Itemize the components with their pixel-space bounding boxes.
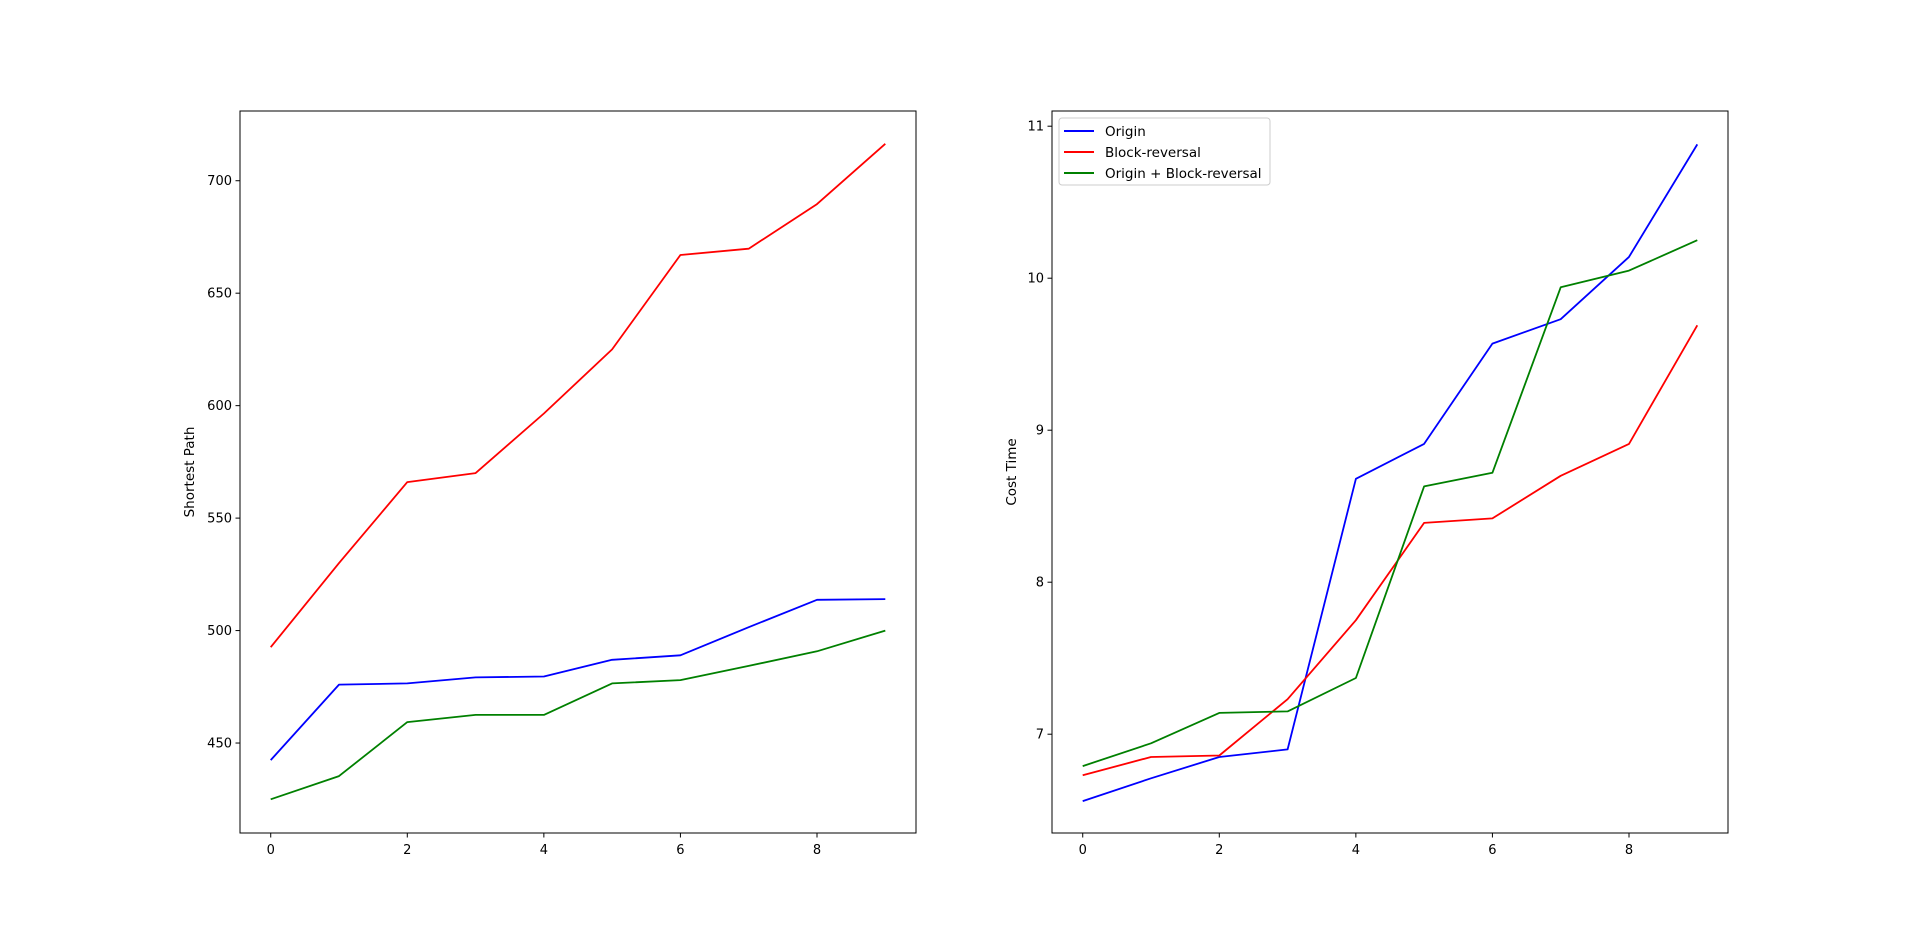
- series-line-origin: [1082, 143, 1699, 802]
- y-tick-label: 500: [207, 624, 232, 639]
- x-tick-label: 2: [1215, 843, 1223, 858]
- legend: Origin Block-reversal Origin + Block-rever…: [1058, 117, 1271, 186]
- y-tick-label: 9: [1036, 424, 1044, 439]
- axes-frame: [1051, 110, 1729, 834]
- series-line-origin-block-reversal: [1082, 239, 1698, 767]
- legend-entry: Origin + Block-reversal: [1105, 166, 1262, 182]
- x-tick-label: 8: [813, 843, 821, 858]
- y-axis-label: Cost Time: [1004, 438, 1020, 505]
- y-tick-label: 450: [207, 737, 232, 752]
- y-tick-label: 600: [207, 399, 232, 414]
- y-axis-label: Shortest Path: [182, 427, 198, 518]
- y-tick-label: 650: [207, 287, 232, 302]
- chart-2: 0 2 4 6 8 7 8 9 10 11 Cost Time Origin Block-reversa…: [1004, 110, 1729, 858]
- y-tick-label: 11: [1027, 120, 1044, 135]
- series-line-block-reversal: [1082, 324, 1699, 777]
- x-tick-label: 4: [1352, 843, 1360, 858]
- x-tick-label: 6: [676, 843, 684, 858]
- x-tick-label: 4: [540, 843, 548, 858]
- x-tick-label: 8: [1625, 843, 1633, 858]
- x-tick-label: 0: [267, 843, 275, 858]
- chart-1: 0 2 4 6 8 450 500 550 600 650 700 Shortest Path: [182, 110, 917, 858]
- y-tick-label: 7: [1036, 728, 1044, 743]
- legend-frame: [1058, 117, 1271, 186]
- y-tick-label: 10: [1027, 272, 1044, 287]
- series-line-origin-block-reversal: [270, 629, 886, 801]
- x-tick-label: 2: [403, 843, 411, 858]
- series-line-origin: [270, 598, 886, 761]
- y-tick-label: 8: [1036, 576, 1044, 591]
- series-line-block-reversal: [270, 143, 886, 648]
- legend-entry: Block-reversal: [1105, 145, 1201, 161]
- legend-entry: Origin: [1105, 124, 1146, 140]
- x-tick-label: 6: [1488, 843, 1496, 858]
- x-tick-label: 0: [1079, 843, 1087, 858]
- y-tick-label: 550: [207, 512, 232, 527]
- y-tick-label: 700: [207, 174, 232, 189]
- axes-frame: [239, 110, 917, 834]
